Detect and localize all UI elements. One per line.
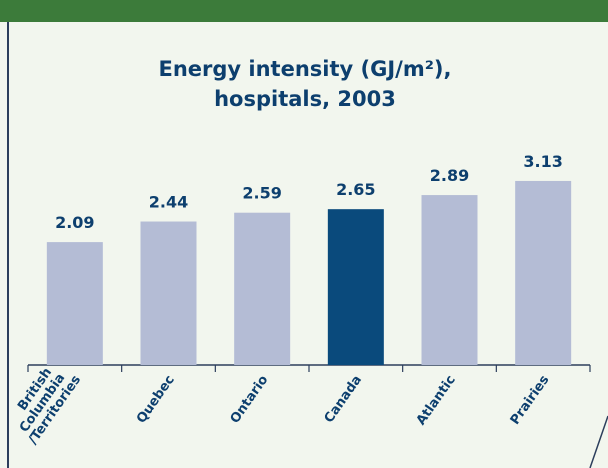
value-label: 2.65	[336, 180, 375, 199]
bar	[515, 180, 572, 365]
bar	[46, 242, 103, 365]
bar	[421, 195, 478, 365]
frame-corner	[589, 415, 608, 468]
chart-title: hospitals, 2003	[214, 87, 396, 111]
value-label: 2.59	[242, 184, 281, 203]
chart-title: Energy intensity (GJ/m²),	[158, 57, 451, 81]
value-label: 3.13	[523, 152, 562, 171]
header-bar	[0, 0, 608, 22]
value-label: 2.44	[149, 193, 188, 212]
bar	[234, 212, 291, 365]
value-label: 2.89	[430, 166, 469, 185]
bar	[140, 221, 197, 365]
value-label: 2.09	[55, 213, 94, 232]
bar	[327, 209, 384, 365]
